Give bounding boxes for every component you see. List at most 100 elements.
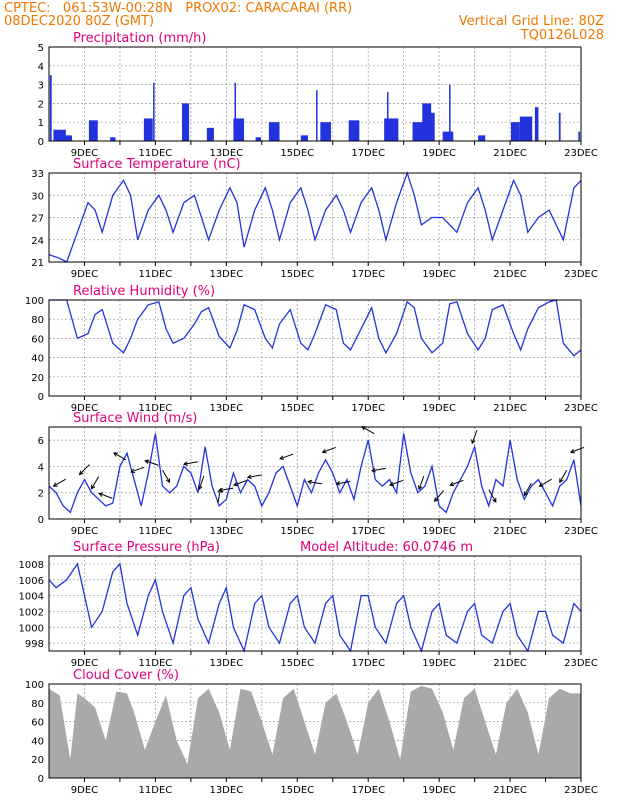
x-tick-label: 9DEC — [71, 403, 98, 414]
x-tick-label: 21DEC — [493, 526, 527, 537]
precip-bar — [300, 135, 308, 141]
x-tick-label: 17DEC — [351, 785, 385, 796]
wind-arrow-head — [130, 468, 136, 474]
y-tick-label: 100 — [25, 296, 44, 307]
x-tick-label: 13DEC — [209, 526, 243, 537]
panel-title: Surface Wind (m/s) — [73, 411, 197, 426]
y-tick-label: 20 — [31, 755, 44, 766]
precip-bar — [449, 84, 451, 141]
y-tick-label: 6 — [38, 436, 44, 447]
series-line — [49, 299, 582, 357]
y-tick-label: 33 — [31, 169, 44, 180]
wind-arrow-head — [471, 439, 476, 445]
x-tick-label: 23DEC — [564, 785, 598, 796]
x-tick-label: 23DEC — [564, 403, 598, 414]
y-tick-label: 998 — [25, 639, 44, 650]
x-tick-label: 11DEC — [139, 526, 173, 537]
y-tick-label: 1004 — [19, 592, 44, 603]
precip-bar — [578, 131, 581, 141]
y-tick-label: 2 — [38, 99, 44, 110]
wind-arrow — [198, 475, 205, 490]
wind-arrow — [361, 426, 375, 435]
panel-title: Precipitation (mm/h) — [73, 31, 206, 46]
panel-frame — [48, 299, 582, 397]
wind-arrow — [539, 478, 552, 487]
wind-arrow-head — [433, 497, 439, 503]
wind-arrow — [217, 488, 221, 503]
y-tick-label: 0 — [38, 392, 44, 403]
y-tick-label: 1002 — [19, 607, 44, 618]
x-tick-label: 11DEC — [139, 269, 173, 280]
panel-frame — [48, 555, 582, 652]
x-tick-label: 21DEC — [493, 148, 527, 159]
precip-bar — [64, 135, 73, 141]
wind-arrow-head — [246, 474, 252, 480]
series-line — [48, 433, 582, 514]
x-tick-label: 13DEC — [209, 403, 243, 414]
y-tick-label: 0 — [38, 137, 44, 148]
x-tick-label: 23DEC — [564, 269, 598, 280]
y-tick-label: 60 — [31, 334, 44, 345]
x-tick-label: 13DEC — [209, 269, 243, 280]
precip-bar — [206, 127, 214, 141]
wind-arrow — [219, 487, 234, 491]
x-tick-label: 19DEC — [422, 526, 456, 537]
precip-bar — [442, 131, 454, 141]
y-tick-label: 0 — [38, 774, 44, 785]
x-tick-label: 23DEC — [564, 148, 598, 159]
series-line — [48, 562, 582, 654]
wind-arrow — [98, 492, 113, 499]
wind-arrow — [183, 461, 198, 465]
wind-arrow — [113, 452, 127, 461]
y-tick-label: 20 — [31, 373, 44, 384]
x-tick-label: 13DEC — [209, 785, 243, 796]
panel-title: Surface Pressure (hPa) — [73, 540, 220, 555]
header-date: 08DEC2020 80Z (GMT) — [4, 14, 155, 29]
x-tick-label: 11DEC — [139, 658, 173, 669]
wind-arrow — [308, 481, 322, 485]
precip-bar — [348, 120, 360, 141]
wind-arrow — [559, 469, 568, 483]
y-tick-label: 1000 — [19, 623, 44, 634]
x-tick-label: 11DEC — [139, 785, 173, 796]
cloud-cover-area — [49, 685, 581, 778]
x-tick-label: 13DEC — [209, 658, 243, 669]
precip-bar — [143, 118, 153, 141]
y-tick-label: 2 — [38, 489, 44, 500]
precip-bar — [88, 120, 98, 141]
y-tick-label: 3 — [38, 81, 44, 92]
wind-arrow-head — [417, 485, 423, 491]
wind-arrow — [322, 446, 336, 453]
wind-arrow-head — [492, 497, 497, 503]
y-tick-label: 1006 — [19, 576, 44, 587]
wind-arrow-head — [52, 482, 58, 487]
y-tick-label: 1 — [38, 118, 44, 129]
panel-frame — [48, 46, 582, 142]
precip-bar — [49, 75, 52, 141]
y-tick-label: 5 — [38, 43, 44, 54]
wind-arrow — [79, 464, 90, 475]
x-tick-label: 9DEC — [71, 785, 98, 796]
x-tick-label: 19DEC — [422, 658, 456, 669]
x-tick-label: 9DEC — [71, 269, 98, 280]
wind-arrow — [371, 467, 386, 472]
precip-bar — [110, 137, 116, 141]
wind-arrow — [450, 479, 464, 486]
precip-bar — [255, 137, 261, 141]
precip-bar — [422, 103, 432, 141]
wind-arrow-head — [144, 459, 150, 464]
precip-bar — [429, 112, 435, 141]
wind-arrow-head — [91, 484, 96, 490]
precip-bar — [182, 103, 190, 141]
wind-arrow — [336, 481, 351, 485]
wind-arrow-head — [559, 478, 564, 484]
y-tick-label: 1008 — [19, 560, 44, 571]
x-tick-label: 11DEC — [139, 403, 173, 414]
panel-title: Surface Temperature (nC) — [73, 157, 241, 172]
x-tick-label: 15DEC — [280, 403, 314, 414]
x-tick-label: 13DEC — [209, 148, 243, 159]
precip-bar — [510, 122, 520, 141]
wind-arrow-head — [449, 481, 455, 487]
panel-title: Cloud Cover (%) — [73, 668, 179, 683]
y-tick-label: 4 — [38, 462, 44, 473]
